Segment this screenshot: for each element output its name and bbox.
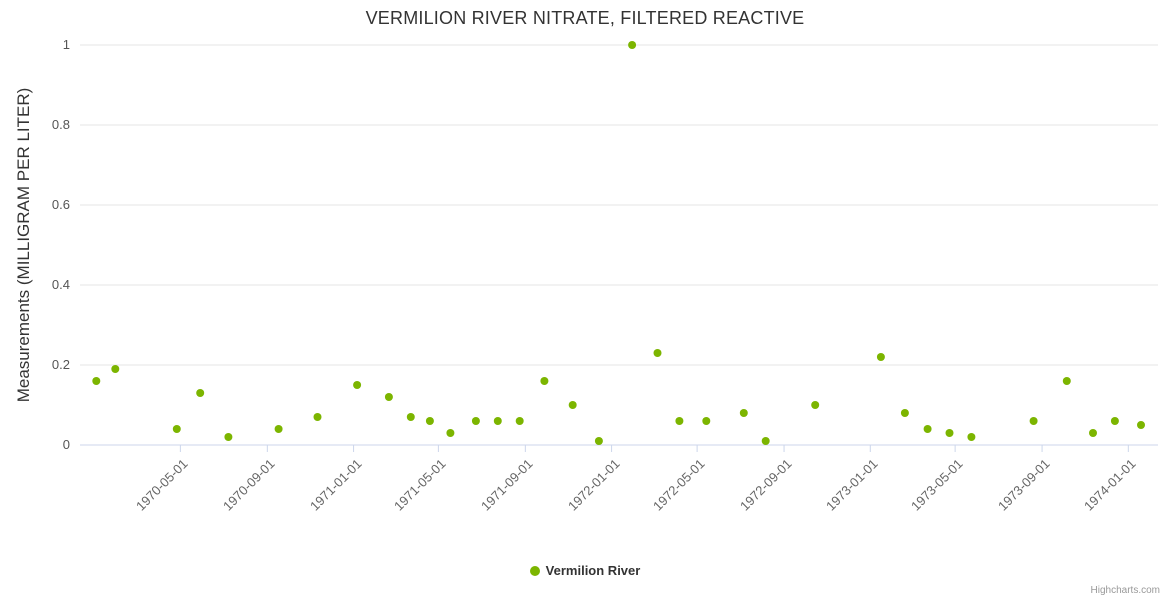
data-point[interactable] [446, 429, 455, 437]
data-point[interactable] [406, 413, 415, 421]
y-tick-label: 0.2 [52, 357, 70, 372]
data-point[interactable] [111, 365, 120, 373]
data-point[interactable] [761, 437, 770, 445]
data-point[interactable] [967, 433, 976, 441]
data-point[interactable] [313, 413, 322, 421]
data-point[interactable] [628, 41, 637, 49]
data-point[interactable] [739, 409, 748, 417]
data-point[interactable] [493, 417, 502, 425]
data-point[interactable] [471, 417, 480, 425]
y-tick-label: 0.8 [52, 117, 70, 132]
data-point[interactable] [1029, 417, 1038, 425]
chart-title: VERMILION RIVER NITRATE, FILTERED REACTI… [365, 8, 805, 28]
data-point[interactable] [653, 349, 662, 357]
data-point[interactable] [1137, 421, 1145, 429]
data-point[interactable] [1110, 417, 1119, 425]
data-point[interactable] [811, 401, 820, 409]
legend-item-vermilion-river[interactable]: Vermilion River [0, 563, 1170, 578]
data-point[interactable] [196, 389, 205, 397]
data-point[interactable] [92, 377, 101, 385]
data-point[interactable] [923, 425, 932, 433]
y-tick-label: 0 [63, 437, 70, 452]
y-tick-label: 0.6 [52, 197, 70, 212]
data-point[interactable] [274, 425, 283, 433]
data-point[interactable] [384, 393, 393, 401]
data-point[interactable] [675, 417, 684, 425]
legend-label: Vermilion River [545, 563, 641, 578]
legend-marker-icon [529, 565, 540, 576]
data-point[interactable] [876, 353, 885, 361]
data-point[interactable] [568, 401, 577, 409]
highcharts-credits-link[interactable]: Highcharts.com [1090, 585, 1160, 596]
y-tick-label: 0.4 [52, 277, 70, 292]
data-point[interactable] [900, 409, 909, 417]
y-tick-label: 1 [63, 37, 70, 52]
data-point[interactable] [172, 425, 181, 433]
data-point[interactable] [224, 433, 233, 441]
data-point[interactable] [1062, 377, 1071, 385]
data-point[interactable] [594, 437, 603, 445]
data-point[interactable] [1089, 429, 1097, 437]
data-point[interactable] [353, 381, 362, 389]
data-point[interactable] [515, 417, 524, 425]
data-point[interactable] [945, 429, 954, 437]
data-point[interactable] [540, 377, 549, 385]
data-point[interactable] [425, 417, 434, 425]
data-point[interactable] [702, 417, 711, 425]
